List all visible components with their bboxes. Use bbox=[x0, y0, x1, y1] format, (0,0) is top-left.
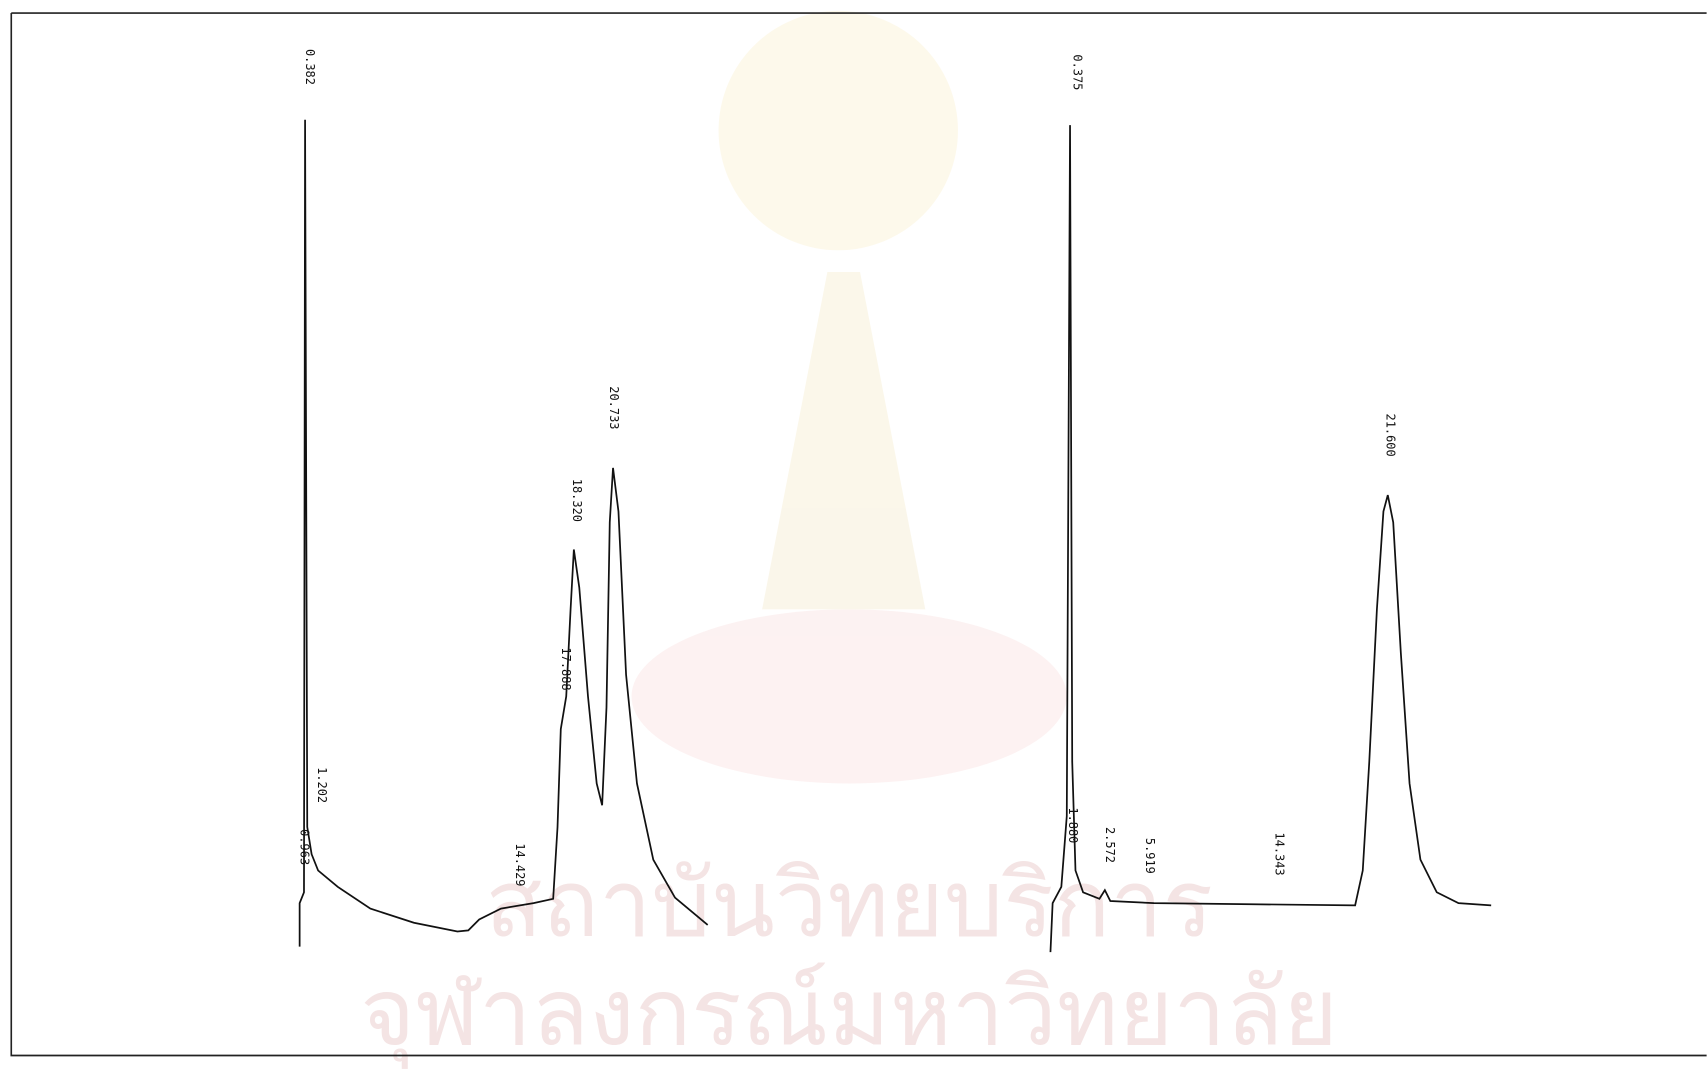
peak-label: 0.375 bbox=[1070, 54, 1084, 90]
peak-label: 1.880 bbox=[1066, 807, 1080, 843]
watermark-line: สถาบันวิทยบริการ bbox=[485, 850, 1213, 959]
peak-label: 0.382 bbox=[303, 49, 317, 85]
peak-label: 1.202 bbox=[315, 767, 329, 803]
peak-label: 14.343 bbox=[1273, 832, 1287, 875]
peak-label: 2.572 bbox=[1103, 827, 1117, 863]
chromatogram-trace bbox=[298, 119, 709, 947]
peak-labels: 0.382 1.202 0.963 14.429 17.888 18.320 20.733 0… bbox=[298, 49, 1398, 887]
peak-label: 20.733 bbox=[607, 386, 621, 429]
peak-label: 14.429 bbox=[513, 843, 527, 886]
peak-label: 21.600 bbox=[1384, 413, 1398, 456]
peak-label: 5.919 bbox=[1143, 838, 1157, 874]
peak-label: 17.888 bbox=[559, 647, 573, 690]
frame bbox=[10, 12, 1707, 1057]
peak-label: 0.963 bbox=[298, 829, 312, 865]
watermark-line: จุฬาลงกรณ์มหาวิทยาลัย bbox=[360, 959, 1338, 1070]
emblem bbox=[631, 10, 1067, 784]
chromatogram-trace bbox=[1049, 125, 1492, 953]
peak-label: 18.320 bbox=[570, 479, 584, 522]
